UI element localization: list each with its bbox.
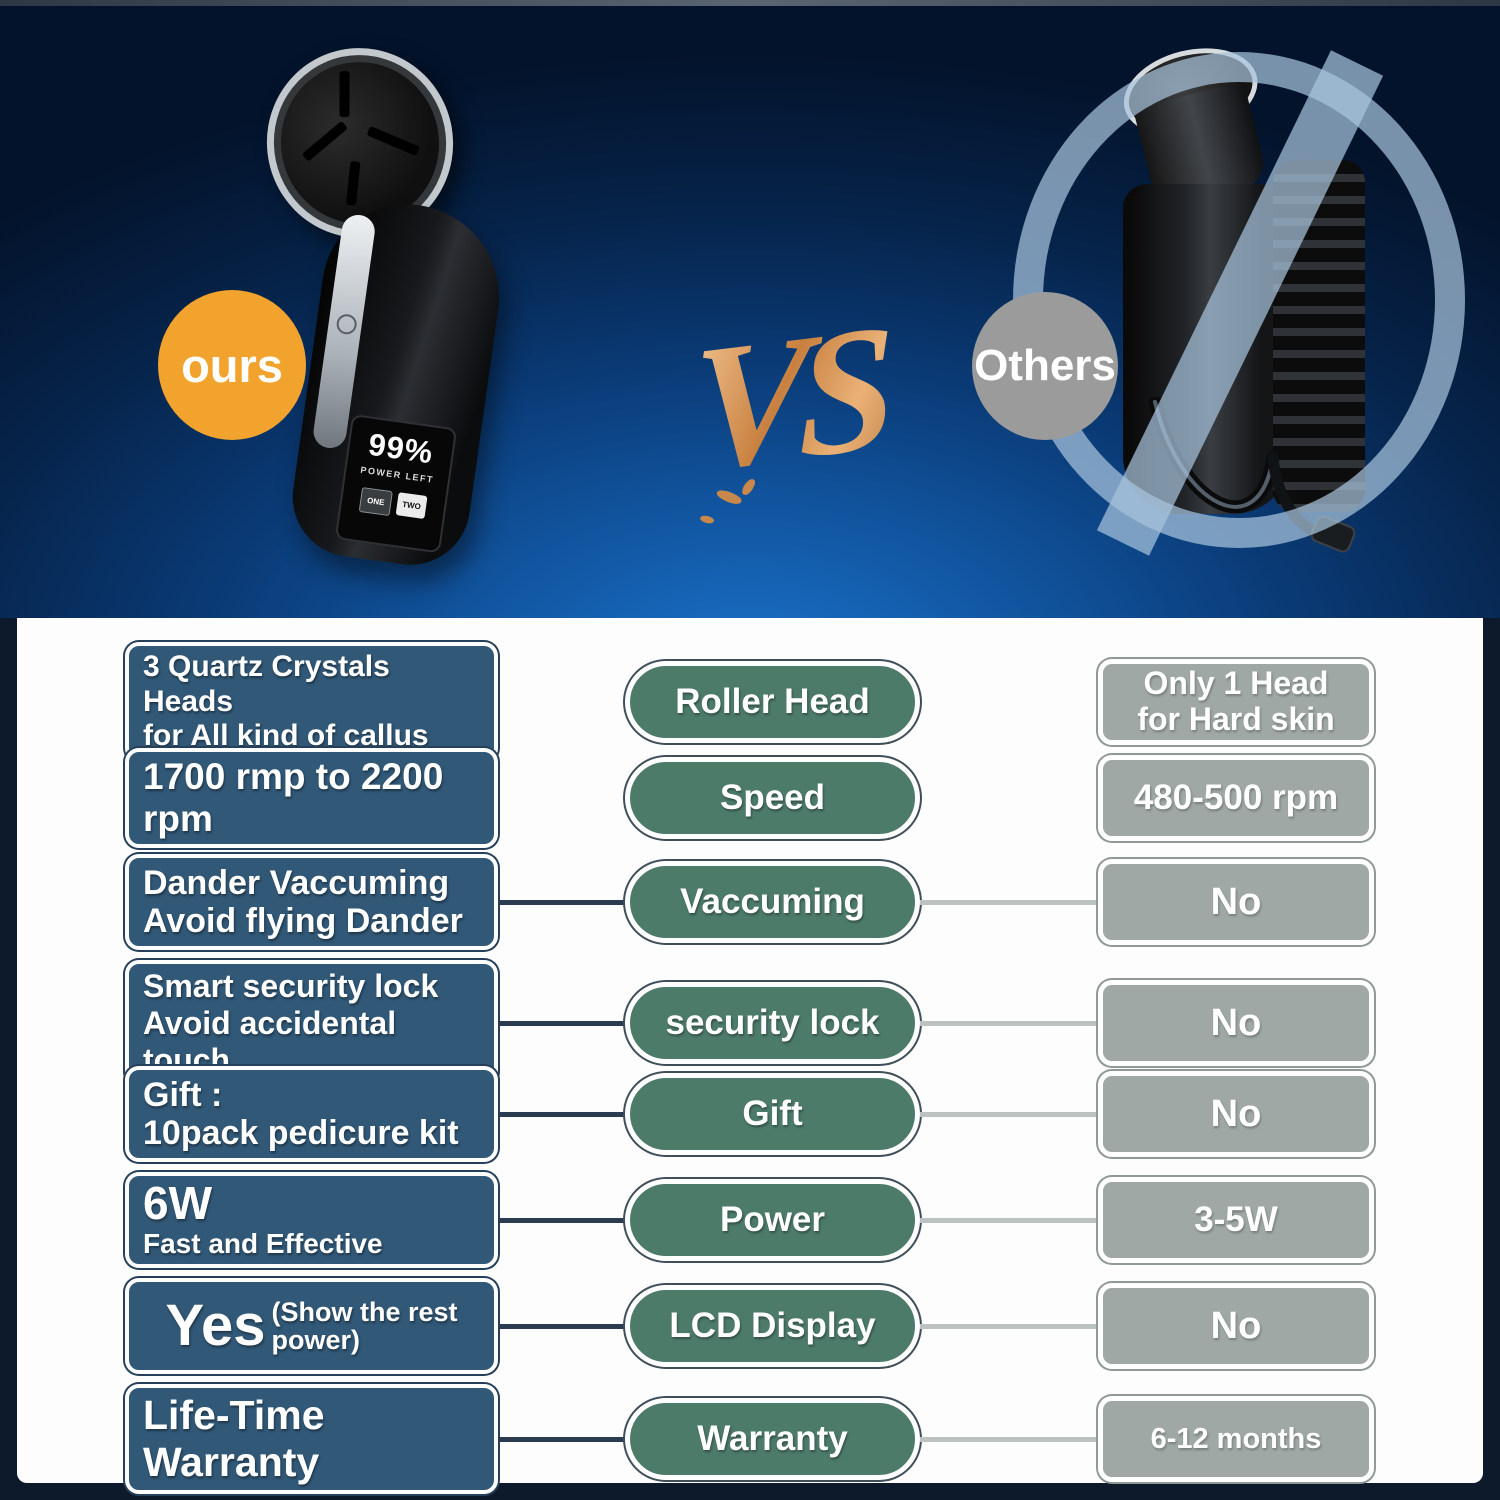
feature-label: Gift bbox=[742, 1094, 803, 1133]
table-row: Dander Vaccuming Avoid flying Dander Vac… bbox=[125, 854, 1483, 950]
others-value: Only 1 Head for Hard skin bbox=[1137, 664, 1335, 737]
feature-pill-gift: Gift bbox=[625, 1073, 920, 1155]
ours-cell-lcd: Yes (Show the rest power) bbox=[125, 1278, 498, 1374]
others-cell-vaccuming: No bbox=[1098, 859, 1374, 945]
ours-value-main: Yes bbox=[165, 1292, 266, 1358]
feature-label: security lock bbox=[665, 1003, 880, 1043]
table-row: Gift : 10pack pedicure kit Gift No bbox=[125, 1066, 1483, 1162]
speed-two-button: TWO bbox=[395, 492, 428, 519]
others-value: 6-12 months bbox=[1150, 1422, 1322, 1455]
ours-cell-speed: 1700 rmp to 2200 rpm bbox=[125, 748, 498, 848]
speed-one-button: ONE bbox=[358, 487, 393, 517]
others-cell-speed: 480-500 rpm bbox=[1098, 755, 1374, 841]
ours-value: 1700 rmp to 2200 rpm bbox=[143, 756, 444, 839]
others-cell-lcd: No bbox=[1098, 1283, 1374, 1369]
feature-pill-warranty: Warranty bbox=[625, 1398, 920, 1480]
ours-value: Life-Time Warranty bbox=[143, 1392, 325, 1485]
connector-line bbox=[498, 1436, 625, 1442]
our-product-image: 99% POWER LEFT ONE TWO bbox=[249, 30, 525, 573]
others-value: 3-5W bbox=[1194, 1200, 1278, 1239]
table-row: Life-Time Warranty Warranty 6-12 months bbox=[125, 1384, 1483, 1494]
ours-badge: ours bbox=[158, 290, 306, 440]
vs-text: VS bbox=[692, 277, 934, 548]
ours-value: Smart security lock Avoid accidental tou… bbox=[143, 968, 439, 1078]
others-value: 480-500 rpm bbox=[1133, 778, 1339, 817]
ours-value: Dander Vaccuming Avoid flying Dander bbox=[143, 863, 463, 940]
feature-label: Vaccuming bbox=[680, 882, 865, 921]
others-value: No bbox=[1210, 1001, 1262, 1044]
feature-pill-power: Power bbox=[625, 1179, 920, 1261]
ours-value: Gift : 10pack pedicure kit bbox=[143, 1075, 459, 1152]
others-cell-warranty: 6-12 months bbox=[1098, 1396, 1374, 1482]
feature-label: Speed bbox=[719, 778, 826, 817]
others-value: No bbox=[1210, 1092, 1262, 1135]
others-cell-heads: Only 1 Head for Hard skin bbox=[1098, 658, 1374, 745]
ours-cell-vaccuming: Dander Vaccuming Avoid flying Dander bbox=[125, 854, 498, 950]
connector-line bbox=[920, 1323, 1098, 1329]
comparison-panel-frame: 3 Quartz Crystals Heads for All kind of … bbox=[0, 618, 1500, 1500]
hero-section: 99% POWER LEFT ONE TWO ours VS bbox=[0, 0, 1500, 618]
connector-line bbox=[920, 1020, 1098, 1026]
others-value: No bbox=[1210, 880, 1262, 923]
connector-line bbox=[920, 899, 1098, 905]
feature-label: Warranty bbox=[697, 1419, 848, 1458]
connector-line bbox=[920, 1217, 1098, 1223]
ours-cell-warranty: Life-Time Warranty bbox=[125, 1384, 498, 1494]
ours-badge-label: ours bbox=[181, 338, 283, 392]
comparison-rows: 3 Quartz Crystals Heads for All kind of … bbox=[125, 642, 1483, 1494]
ours-cell-heads: 3 Quartz Crystals Heads for All kind of … bbox=[125, 642, 498, 762]
prohibition-icon bbox=[1013, 52, 1465, 548]
others-badge-label: Others bbox=[974, 341, 1116, 390]
table-row: 1700 rmp to 2200 rpm Speed 480-500 rpm bbox=[125, 748, 1483, 848]
connector-line bbox=[920, 1111, 1098, 1117]
comparison-panel: 3 Quartz Crystals Heads for All kind of … bbox=[17, 618, 1483, 1494]
connector-line bbox=[498, 1020, 625, 1026]
ours-cell-security-lock: Smart security lock Avoid accidental tou… bbox=[125, 960, 498, 1087]
table-row: 6W Fast and Effective Power 3-5W bbox=[125, 1172, 1483, 1268]
feature-pill-security-lock: security lock bbox=[625, 982, 920, 1065]
hero-top-strip bbox=[0, 0, 1500, 6]
table-row: Smart security lock Avoid accidental tou… bbox=[125, 960, 1483, 1087]
connector-line bbox=[498, 1217, 625, 1223]
ours-value-sub: Fast and Effective bbox=[143, 1228, 383, 1259]
feature-label: Power bbox=[719, 1200, 826, 1239]
speed-buttons: ONE TWO bbox=[341, 485, 445, 524]
others-value: No bbox=[1210, 1304, 1262, 1347]
feature-pill-speed: Speed bbox=[625, 757, 920, 839]
others-cell-power: 3-5W bbox=[1098, 1177, 1374, 1263]
connector-line bbox=[498, 899, 625, 905]
ours-cell-power: 6W Fast and Effective bbox=[125, 1172, 498, 1268]
others-badge: Others bbox=[972, 292, 1118, 440]
feature-pill-lcd-display: LCD Display bbox=[625, 1285, 920, 1367]
others-cell-gift: No bbox=[1098, 1071, 1374, 1157]
table-row: Yes (Show the rest power) LCD Display No bbox=[125, 1278, 1483, 1374]
feature-pill-roller-head: Roller Head bbox=[625, 660, 920, 743]
table-row: 3 Quartz Crystals Heads for All kind of … bbox=[125, 642, 1483, 762]
ours-value: 3 Quartz Crystals Heads for All kind of … bbox=[143, 650, 429, 752]
ours-value-note: (Show the rest power) bbox=[271, 1296, 458, 1355]
others-cell-security-lock: No bbox=[1098, 980, 1374, 1067]
lcd-screen: 99% POWER LEFT ONE TWO bbox=[334, 413, 458, 554]
connector-line bbox=[498, 1111, 625, 1117]
connector-line bbox=[498, 1323, 625, 1329]
feature-pill-vaccuming: Vaccuming bbox=[625, 861, 920, 943]
ours-value-main: 6W bbox=[143, 1177, 212, 1229]
feature-label: Roller Head bbox=[675, 681, 870, 721]
feature-label: LCD Display bbox=[669, 1306, 876, 1345]
connector-line bbox=[920, 1436, 1098, 1442]
device-body: 99% POWER LEFT ONE TWO bbox=[284, 193, 512, 573]
ours-cell-gift: Gift : 10pack pedicure kit bbox=[125, 1066, 498, 1162]
